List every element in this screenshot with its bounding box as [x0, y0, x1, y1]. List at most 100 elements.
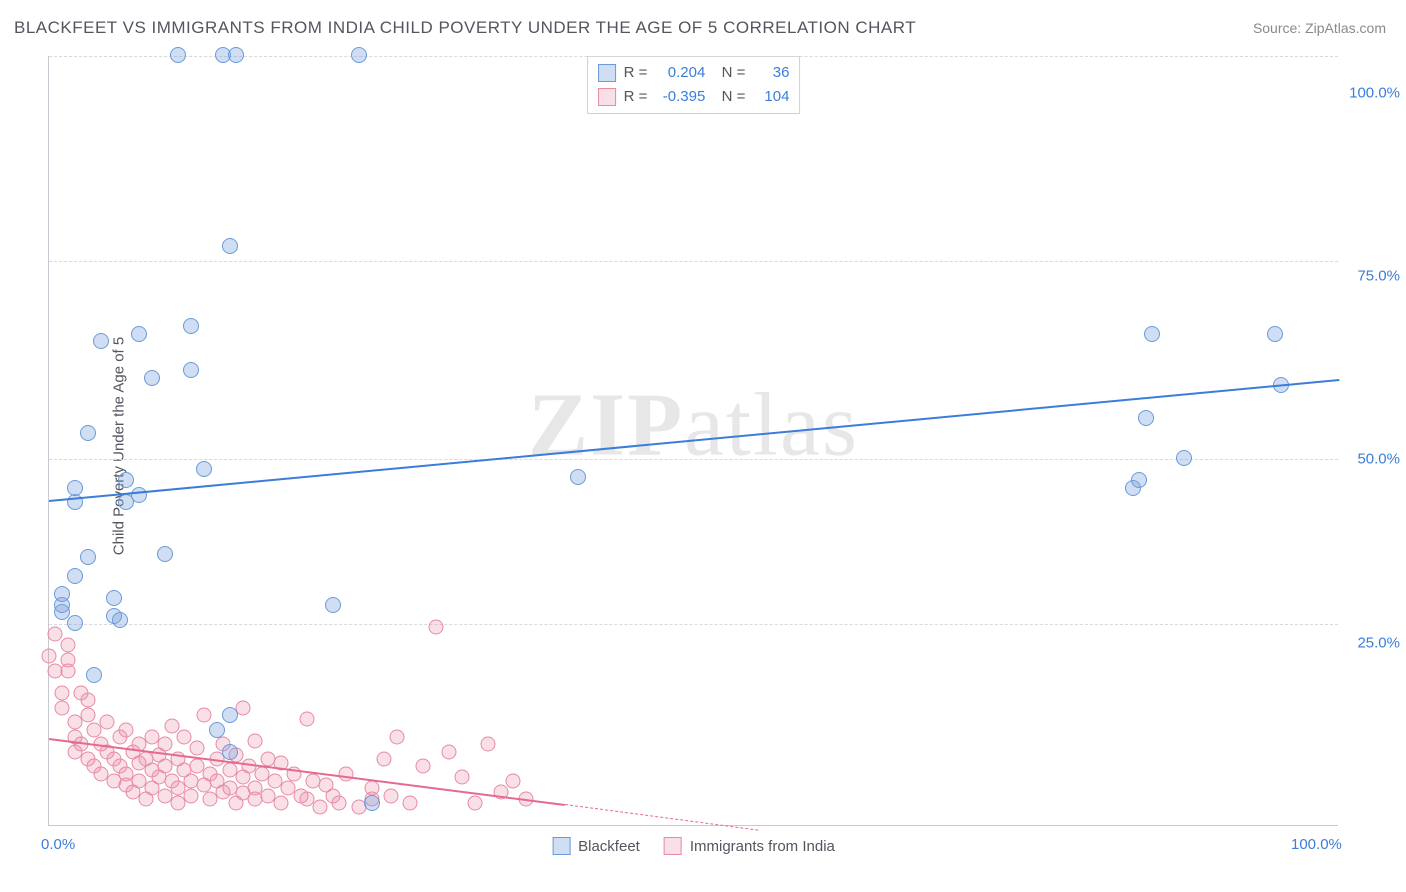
- correlation-legend: R = 0.204 N = 36 R = -0.395 N = 104: [587, 56, 801, 114]
- n-label: N =: [713, 61, 745, 85]
- point-india: [158, 737, 173, 752]
- source-attribution: Source: ZipAtlas.com: [1253, 20, 1386, 36]
- point-blackfeet: [222, 744, 238, 760]
- r-label: R =: [624, 85, 648, 109]
- point-blackfeet: [183, 362, 199, 378]
- point-blackfeet: [196, 461, 212, 477]
- point-india: [338, 766, 353, 781]
- point-india: [54, 700, 69, 715]
- chart-title: BLACKFEET VS IMMIGRANTS FROM INDIA CHILD…: [14, 18, 916, 38]
- n-label: N =: [713, 85, 745, 109]
- point-india: [248, 733, 263, 748]
- y-tick-label: 100.0%: [1349, 84, 1400, 101]
- watermark: ZIPatlas: [528, 374, 859, 477]
- trend-line: [565, 804, 759, 831]
- x-tick-label: 100.0%: [1291, 836, 1342, 853]
- point-blackfeet: [570, 469, 586, 485]
- point-india: [390, 730, 405, 745]
- swatch-pink: [664, 837, 682, 855]
- y-tick-label: 75.0%: [1357, 268, 1400, 285]
- point-india: [312, 799, 327, 814]
- swatch-blue: [552, 837, 570, 855]
- x-tick-label: 0.0%: [41, 836, 75, 853]
- point-india: [416, 759, 431, 774]
- point-india: [274, 796, 289, 811]
- point-india: [190, 741, 205, 756]
- point-blackfeet: [1131, 472, 1147, 488]
- point-india: [80, 693, 95, 708]
- legend-item-blackfeet: Blackfeet: [552, 837, 640, 855]
- point-india: [506, 774, 521, 789]
- point-blackfeet: [228, 47, 244, 63]
- swatch-pink: [598, 88, 616, 106]
- y-tick-label: 25.0%: [1357, 634, 1400, 651]
- point-blackfeet: [209, 722, 225, 738]
- point-blackfeet: [170, 47, 186, 63]
- point-india: [42, 649, 57, 664]
- point-blackfeet: [67, 480, 83, 496]
- point-blackfeet: [1144, 326, 1160, 342]
- r-value-blackfeet: 0.204: [655, 61, 705, 85]
- point-india: [54, 686, 69, 701]
- r-label: R =: [624, 61, 648, 85]
- point-blackfeet: [131, 326, 147, 342]
- point-india: [183, 788, 198, 803]
- point-blackfeet: [183, 318, 199, 334]
- point-india: [80, 708, 95, 723]
- point-blackfeet: [1176, 450, 1192, 466]
- point-blackfeet: [222, 707, 238, 723]
- point-blackfeet: [364, 795, 380, 811]
- y-tick-label: 50.0%: [1357, 451, 1400, 468]
- scatter-plot-area: ZIPatlas R = 0.204 N = 36 R = -0.395 N =…: [48, 56, 1338, 826]
- point-blackfeet: [106, 590, 122, 606]
- r-value-india: -0.395: [655, 85, 705, 109]
- point-india: [429, 620, 444, 635]
- n-value-india: 104: [753, 85, 789, 109]
- point-india: [100, 715, 115, 730]
- point-india: [61, 653, 76, 668]
- point-india: [177, 730, 192, 745]
- point-india: [441, 744, 456, 759]
- gridline: [49, 624, 1338, 625]
- point-blackfeet: [325, 597, 341, 613]
- point-blackfeet: [351, 47, 367, 63]
- point-blackfeet: [93, 333, 109, 349]
- point-india: [164, 719, 179, 734]
- point-blackfeet: [144, 370, 160, 386]
- point-india: [377, 752, 392, 767]
- point-blackfeet: [80, 425, 96, 441]
- point-blackfeet: [112, 612, 128, 628]
- legend-row-india: R = -0.395 N = 104: [598, 85, 790, 109]
- point-india: [61, 638, 76, 653]
- point-india: [383, 788, 398, 803]
- point-india: [300, 711, 315, 726]
- point-blackfeet: [222, 238, 238, 254]
- swatch-blue: [598, 64, 616, 82]
- point-blackfeet: [67, 615, 83, 631]
- point-india: [119, 722, 134, 737]
- legend-label: Immigrants from India: [690, 838, 835, 855]
- point-blackfeet: [131, 487, 147, 503]
- point-india: [467, 796, 482, 811]
- n-value-blackfeet: 36: [753, 61, 789, 85]
- gridline: [49, 261, 1338, 262]
- point-india: [480, 737, 495, 752]
- point-blackfeet: [1267, 326, 1283, 342]
- legend-item-india: Immigrants from India: [664, 837, 835, 855]
- point-blackfeet: [1138, 410, 1154, 426]
- point-blackfeet: [118, 472, 134, 488]
- legend-label: Blackfeet: [578, 838, 640, 855]
- point-india: [454, 770, 469, 785]
- point-blackfeet: [86, 667, 102, 683]
- gridline: [49, 459, 1338, 460]
- legend-row-blackfeet: R = 0.204 N = 36: [598, 61, 790, 85]
- point-blackfeet: [157, 546, 173, 562]
- point-blackfeet: [54, 586, 70, 602]
- point-india: [403, 796, 418, 811]
- point-blackfeet: [67, 568, 83, 584]
- point-india: [332, 796, 347, 811]
- series-legend: Blackfeet Immigrants from India: [552, 837, 835, 855]
- point-blackfeet: [80, 549, 96, 565]
- point-india: [48, 627, 63, 642]
- point-india: [196, 708, 211, 723]
